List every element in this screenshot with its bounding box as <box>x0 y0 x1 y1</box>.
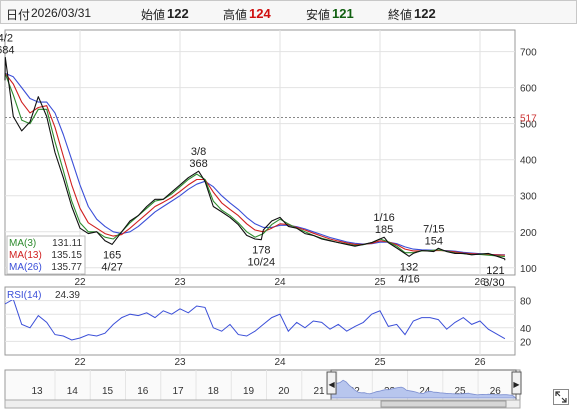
marker-label-value: 185 <box>375 224 393 236</box>
price-axis-tick: 600 <box>520 84 537 95</box>
navigator-tick: 17 <box>172 386 184 397</box>
rsi-axis-tick: 40 <box>520 324 532 335</box>
close-value: 122 <box>414 6 436 21</box>
rsi-legend-box <box>6 288 82 300</box>
navigator-tick: 24 <box>419 386 431 397</box>
time-axis-tick: 24 <box>274 277 286 288</box>
marker-label-date: 4/16 <box>398 273 419 285</box>
marker-label-value: 178 <box>252 245 270 257</box>
navigator-tick: 19 <box>243 386 255 397</box>
navigator-tick: 13 <box>31 386 43 397</box>
marker-label-date: 10/24 <box>248 257 276 269</box>
series-line-ma26 <box>4 72 505 256</box>
time-axis-tick: 22 <box>74 277 86 288</box>
handle-box <box>326 371 337 395</box>
marker-label-value: 132 <box>400 261 418 273</box>
time-axis-tick: 23 <box>174 277 186 288</box>
price-plot-frame <box>4 29 516 276</box>
navigator-scrollbar-thumb[interactable] <box>380 400 507 408</box>
date-value: 2026/03/31 <box>31 6 92 20</box>
ma-legend-label: MA(13) <box>9 250 42 261</box>
rsi-time-axis-tick: 24 <box>274 357 286 368</box>
price-axis-tick: 300 <box>520 192 537 203</box>
high-label: 高値 <box>223 8 248 22</box>
rsi-axis-tick: 80 <box>520 297 532 308</box>
series-line-price <box>4 56 506 261</box>
price-axis-tick: 700 <box>520 48 537 59</box>
marker-label-date: 1/16 <box>373 212 394 224</box>
rsi-axis-tick: 20 <box>520 337 532 348</box>
chart-area: 100 200 300 400 500 600 700 22 23 24 25 26 517 4/2684… <box>0 29 537 409</box>
marker-label-value: 368 <box>189 158 207 170</box>
ma-legend-label: MA(3) <box>9 238 36 249</box>
price-axis-tick: 200 <box>520 228 537 239</box>
time-axis-tick: 25 <box>374 277 386 288</box>
marker-label-date: 3/30 <box>483 277 504 289</box>
navigator-tick: 14 <box>67 386 79 397</box>
date-label: 日付 <box>6 8 31 22</box>
navigator-panel[interactable]: 1314151617181920212223242526◀▶ <box>4 369 522 409</box>
rsi-panel: 20 40 80 22 23 24 25 26 RSI(14) 24.39 <box>4 286 532 368</box>
price-axis-tick: 500 <box>520 120 537 131</box>
rsi-time-axis-tick: 26 <box>474 357 486 368</box>
rsi-line <box>4 298 506 341</box>
series-line-ma13 <box>4 72 505 256</box>
navigator-scrollbar-track <box>4 399 521 409</box>
ma-legend-value: 131.11 <box>52 238 82 249</box>
expand-icon[interactable] <box>553 389 569 405</box>
ma-legend-value: 135.15 <box>51 250 82 261</box>
marker-label-date: 4/2 <box>0 32 13 44</box>
navigator-left-handle[interactable]: ◀ <box>326 371 337 395</box>
marker-label-value: 121 <box>486 265 504 277</box>
navigator-tick: 15 <box>102 386 114 397</box>
rsi-plot-frame <box>4 286 516 356</box>
arrow-left-icon: ◀ <box>328 380 335 389</box>
price-axis-tick: 100 <box>520 264 537 275</box>
rsi-legend-label: RSI(14) <box>7 290 41 301</box>
marker-label-date: 7/15 <box>423 223 444 235</box>
marker-label-date: 4/27 <box>101 261 122 273</box>
handle-box <box>511 371 522 395</box>
marker-label-value: 154 <box>425 235 443 247</box>
navigator-tick: 16 <box>137 386 149 397</box>
navigator-tick: 18 <box>208 386 220 397</box>
ohlc-header: 日付 2026/03/31 始値 122 高値 124 安値 121 終値 12… <box>0 0 577 24</box>
navigator-tick: 21 <box>313 386 325 397</box>
navigator-area <box>330 375 518 399</box>
price-panel: 100 200 300 400 500 600 700 22 23 24 25 26 517 4/2684… <box>0 29 537 289</box>
rsi-time-axis-tick: 23 <box>174 357 186 368</box>
marker-label-date: 3/8 <box>191 146 206 158</box>
ma-legend-value: 135.77 <box>51 262 82 273</box>
marker-label-value: 684 <box>0 44 14 56</box>
time-axis-tick: 26 <box>474 277 486 288</box>
arrow-right-icon: ▶ <box>513 380 520 389</box>
navigator-tick: 26 <box>490 386 502 397</box>
high-value: 124 <box>249 6 271 21</box>
ma-legend-label: MA(26) <box>9 262 42 273</box>
price-axis-tick: 400 <box>520 156 537 167</box>
open-value: 122 <box>167 6 189 21</box>
navigator-tick: 20 <box>278 386 290 397</box>
ma-legend-box <box>6 235 86 275</box>
reference-line-label: 517 <box>520 114 537 125</box>
low-label: 安値 <box>306 8 331 22</box>
rsi-time-axis-tick: 22 <box>74 357 86 368</box>
navigator-right-handle[interactable]: ▶ <box>511 371 522 395</box>
open-label: 始値 <box>141 8 166 22</box>
close-label: 終値 <box>388 8 413 22</box>
navigator-tick: 25 <box>455 386 467 397</box>
rsi-legend-value: 24.39 <box>55 290 80 301</box>
rsi-time-axis-tick: 25 <box>374 357 386 368</box>
low-value: 121 <box>332 6 354 21</box>
marker-label-value: 165 <box>103 249 121 261</box>
